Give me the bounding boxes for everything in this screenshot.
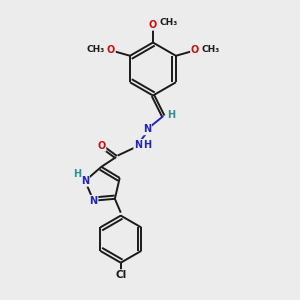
Text: CH₃: CH₃ — [201, 45, 220, 54]
Text: O: O — [149, 20, 157, 30]
Text: H: H — [143, 140, 151, 150]
Text: H: H — [73, 169, 81, 179]
Text: CH₃: CH₃ — [86, 45, 105, 54]
Text: O: O — [107, 45, 115, 55]
Text: Cl: Cl — [115, 270, 126, 280]
Text: N: N — [134, 140, 142, 150]
Text: N: N — [89, 196, 98, 206]
Text: N: N — [143, 124, 151, 134]
Text: N: N — [81, 176, 89, 186]
Text: O: O — [97, 141, 106, 151]
Text: CH₃: CH₃ — [159, 18, 177, 27]
Text: H: H — [167, 110, 175, 120]
Text: O: O — [191, 45, 199, 55]
